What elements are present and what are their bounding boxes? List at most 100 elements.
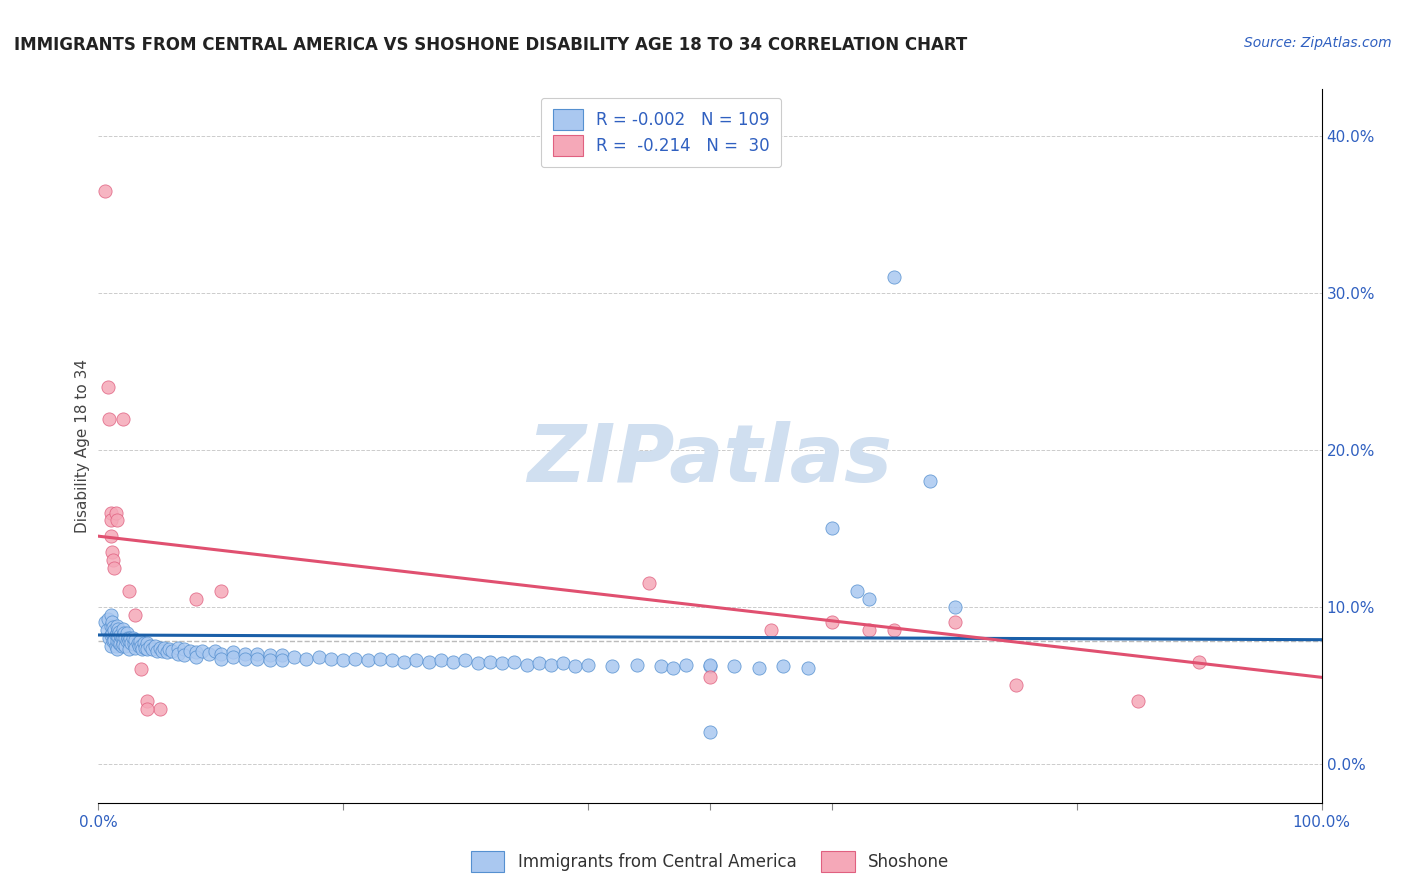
Legend: Immigrants from Central America, Shoshone: Immigrants from Central America, Shoshon… (463, 843, 957, 880)
Point (270, 648, 294, 663)
Point (103, 560, 125, 574)
Point (638, 576, 661, 591)
Point (105, 618, 128, 632)
Point (93, 184, 115, 198)
Point (576, 657, 599, 672)
Point (100, 628, 122, 642)
Point (129, 639, 152, 653)
Point (108, 636, 131, 650)
Point (821, 615, 844, 630)
Point (527, 657, 550, 671)
Point (564, 659, 586, 673)
Point (124, 640, 146, 655)
Point (136, 702, 159, 716)
Point (111, 630, 134, 644)
Point (246, 647, 269, 661)
Point (120, 631, 142, 645)
Point (441, 655, 464, 669)
Point (98, 411, 121, 425)
Point (430, 653, 453, 667)
Point (124, 632, 146, 647)
Point (153, 640, 176, 655)
Point (105, 514, 128, 528)
Point (143, 639, 166, 653)
Point (1188, 655, 1211, 669)
Point (100, 529, 122, 543)
Point (136, 642, 159, 657)
Point (418, 655, 440, 669)
Point (101, 620, 124, 634)
Point (141, 642, 163, 657)
Point (132, 636, 155, 650)
Point (149, 640, 172, 655)
Point (204, 643, 226, 657)
Point (454, 653, 477, 667)
Point (98, 631, 121, 645)
Point (110, 637, 132, 651)
Point (101, 634, 124, 648)
Point (167, 647, 190, 661)
Point (233, 651, 256, 665)
Point (101, 626, 124, 640)
Point (100, 618, 122, 632)
Point (114, 639, 136, 653)
Point (748, 661, 770, 675)
Point (943, 599, 966, 614)
Point (209, 651, 232, 665)
Point (662, 661, 685, 675)
Point (356, 653, 378, 667)
Point (157, 642, 180, 657)
Point (146, 643, 169, 657)
Point (553, 657, 575, 671)
Point (515, 657, 537, 672)
Point (120, 636, 142, 650)
Text: IMMIGRANTS FROM CENTRAL AMERICA VS SHOSHONE DISABILITY AGE 18 TO 34 CORRELATION : IMMIGRANTS FROM CENTRAL AMERICA VS SHOSH… (14, 36, 967, 54)
Point (797, 661, 820, 675)
Point (127, 636, 149, 650)
Point (108, 624, 131, 639)
Point (118, 634, 141, 648)
Point (97, 612, 120, 626)
Point (101, 545, 124, 559)
Point (381, 653, 404, 667)
Point (167, 640, 190, 655)
Point (270, 653, 294, 667)
Point (173, 648, 195, 663)
Point (478, 655, 501, 669)
Point (101, 552, 124, 566)
Point (100, 639, 122, 653)
Point (107, 630, 129, 644)
Point (259, 648, 281, 663)
Point (100, 514, 122, 528)
Point (222, 645, 245, 659)
Point (100, 506, 122, 520)
Point (173, 642, 195, 657)
Y-axis label: Disability Age 18 to 34: Disability Age 18 to 34 (75, 359, 90, 533)
Point (105, 634, 128, 648)
Point (600, 659, 623, 673)
Point (699, 657, 721, 672)
Point (111, 622, 134, 636)
Point (160, 643, 183, 657)
Point (186, 649, 208, 664)
Point (222, 649, 245, 664)
Point (129, 634, 152, 648)
Point (149, 702, 172, 716)
Point (103, 624, 125, 638)
Point (761, 624, 783, 638)
Text: ZIPatlas: ZIPatlas (527, 421, 893, 500)
Point (112, 626, 135, 640)
Point (105, 642, 128, 657)
Point (111, 411, 134, 425)
Point (101, 615, 124, 630)
Point (675, 657, 697, 672)
Point (491, 657, 513, 671)
Point (467, 657, 489, 671)
Point (134, 640, 156, 655)
Point (858, 624, 880, 638)
Point (723, 659, 745, 673)
Point (129, 663, 152, 677)
Point (295, 651, 318, 665)
Point (209, 647, 232, 661)
Point (540, 657, 562, 672)
